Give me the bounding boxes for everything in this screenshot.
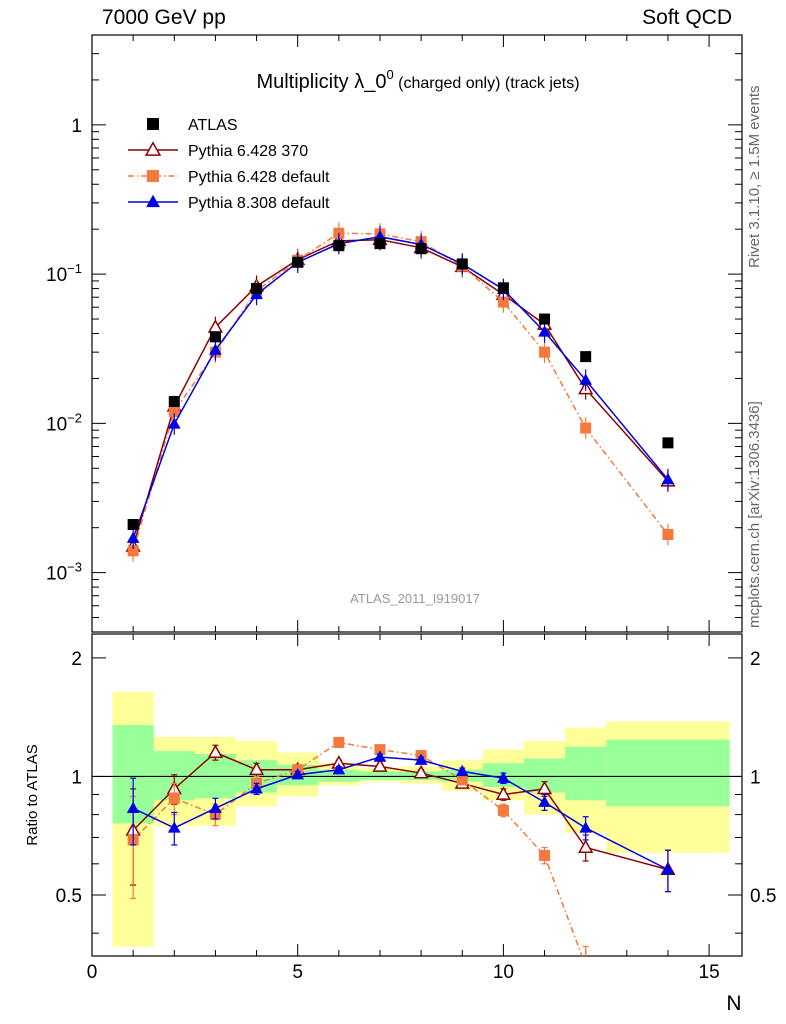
atlas-data-point	[209, 331, 221, 343]
pythia-6-428-default-ratio-point	[168, 792, 180, 804]
pythia-8-308-default-ratio-point	[497, 771, 510, 783]
legend-pythia-6-428-default-label: Pythia 6.428 default	[188, 169, 330, 186]
x-ticks: 0 5 10 15	[87, 35, 720, 983]
atlas-data-point	[539, 313, 551, 325]
legend-pythia-8-308-default-marker	[146, 194, 160, 208]
pythia-8-308-default-ratio-point	[661, 863, 675, 875]
x-axis-label: N	[726, 992, 741, 1015]
ratio-y-tick-label: 0.5	[56, 886, 82, 907]
atlas-data-point	[333, 240, 345, 252]
pythia-8-308-default-point	[661, 472, 675, 485]
y-ticks-ratio: 0.5 0.5 1 1 2 2	[56, 649, 776, 934]
x-tick-label: 10	[493, 962, 514, 983]
data-series	[127, 238, 674, 531]
uncertainty-bands	[112, 691, 730, 947]
pythia-8-308-default-ratio-point	[250, 782, 263, 794]
pythia-6-428-default-ratio-point	[374, 744, 386, 756]
pythia-6-428-default-point	[662, 529, 674, 541]
atlas-data-point	[127, 519, 139, 531]
legend-pythia-6-428-370-label: Pythia 6.428 370	[188, 143, 308, 160]
pythia-6-428-370-ratio-point	[413, 764, 429, 779]
pythia-6-428-370-ratio-point	[578, 839, 594, 853]
pythia-8-308-default-point	[579, 373, 592, 385]
pythia-8-308-default-point	[167, 417, 181, 429]
y-ticks-main: 10−3 10−2 10−1 1	[46, 34, 742, 633]
ratio-y-tick-label-right: 0.5	[750, 886, 776, 907]
stat-uncertainty-band	[318, 769, 360, 782]
ratio-series	[125, 736, 676, 1024]
pythia-6-428-default-point	[127, 545, 139, 557]
pythia-8-308-default-ratio-point	[126, 801, 140, 813]
y-tick-label: 10−1	[46, 261, 82, 286]
chart-title: Multiplicity λ_00 (charged only) (track …	[256, 67, 579, 93]
pythia-6-428-370-ratio-point	[207, 744, 224, 758]
pythia-8-308-default-ratio-point	[291, 768, 305, 780]
analysis-label: ATLAS_2011_I919017	[350, 591, 480, 606]
pythia-6-428-default-ratio-point	[456, 774, 468, 786]
energy-label: 7000 GeV pp	[102, 6, 226, 29]
pythia-8-308-default-ratio-point	[538, 795, 551, 807]
y-tick-label: 10−3	[46, 560, 82, 585]
pythia-8-308-default-ratio-point	[167, 821, 181, 833]
atlas-data-point	[580, 351, 592, 363]
legend-atlas-label: ATLAS	[188, 117, 238, 134]
ratio-plot-frame	[91, 633, 743, 957]
pythia-6-428-370-ratio-point	[248, 761, 265, 776]
atlas-data-point	[456, 258, 468, 270]
x-tick-label: 15	[699, 962, 720, 983]
pythia-6-428-370-ratio-point	[536, 780, 553, 795]
stat-uncertainty-band	[359, 771, 401, 780]
ratio-y-tick-label: 1	[71, 767, 82, 788]
pythia-8-308-default-ratio-point	[455, 764, 469, 777]
pythia-6-428-default-ratio-point	[662, 1015, 673, 1024]
chart-title-main: Multiplicity λ_0	[256, 71, 386, 93]
pythia-6-428-370-ratio-point	[372, 758, 388, 772]
y-tick-label: 10−2	[46, 410, 82, 435]
atlas-data-point	[251, 283, 263, 295]
pythia-8-308-default-point	[538, 325, 551, 337]
atlas-data-point	[168, 396, 180, 408]
process-label: Soft QCD	[642, 6, 732, 29]
legend-pythia-6-428-370-marker	[144, 141, 162, 156]
pythia-6-428-default-ratio-point	[539, 849, 551, 861]
legend: ATLAS Pythia 6.428 370 Pythia 6.428 defaul…	[128, 117, 330, 212]
ratio-y-tick-label: 2	[71, 649, 82, 670]
legend-atlas-marker	[147, 118, 159, 130]
pythia-6-428-370-ratio-point	[495, 786, 511, 800]
pythia-8-308-default-ratio-point	[209, 801, 222, 813]
y-tick-label: 1	[71, 116, 82, 137]
x-tick-label: 5	[292, 962, 303, 983]
legend-pythia-6-428-default-marker	[147, 170, 159, 182]
pythia-8-308-default-point	[126, 531, 140, 543]
x-tick-label: 0	[87, 962, 98, 983]
pythia-8-308-default-point	[209, 343, 222, 355]
atlas-data-point	[415, 243, 427, 255]
atlas-data-point	[497, 282, 509, 294]
chart-title-sup: 0	[386, 67, 393, 82]
pythia-8-308-default-ratio-point	[414, 753, 428, 765]
atlas-data-point	[662, 437, 674, 449]
pythia-8-308-default-ratio-point	[332, 763, 346, 775]
main-series	[125, 222, 676, 562]
pythia-6-428-default-ratio-point	[580, 961, 591, 972]
atlas-data-point	[292, 256, 304, 268]
pythia-6-428-default-ratio-point	[333, 736, 345, 748]
pythia-8-308-default-ratio-point	[579, 821, 592, 833]
pythia-6-428-default-point	[168, 406, 180, 418]
pythia-8-308-default-ratio-point	[373, 750, 387, 762]
pythia-6-428-default-ratio-point	[497, 804, 509, 816]
stat-uncertainty-band	[565, 746, 607, 801]
pythia-6-428-default-point	[497, 296, 509, 308]
chart-title-tail: (charged only) (track jets)	[394, 75, 580, 92]
ratio-y-tick-label-right: 2	[750, 649, 761, 670]
pythia-6-428-default-point	[580, 422, 592, 434]
pythia-6-428-default-point	[539, 346, 551, 358]
ratio-y-tick-label-right: 1	[750, 767, 761, 788]
atlas-data-point	[374, 238, 386, 250]
stat-uncertainty-band	[606, 739, 730, 807]
legend-pythia-8-308-default-label: Pythia 8.308 default	[188, 195, 330, 212]
ratio-y-axis-label: Ratio to ATLAS	[24, 744, 41, 845]
